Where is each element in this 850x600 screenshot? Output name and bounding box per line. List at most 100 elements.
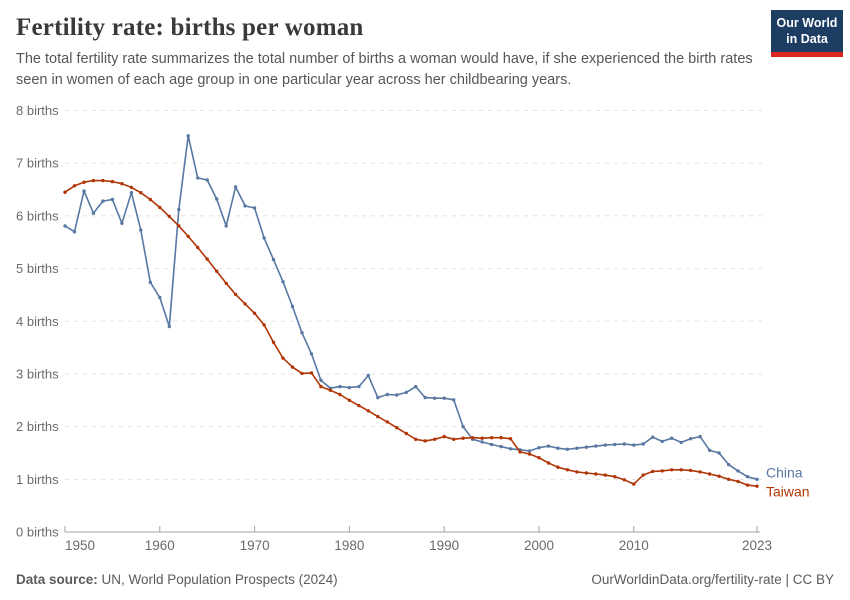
taiwan-point (148, 197, 152, 202)
china-point (167, 324, 171, 329)
x-tick-label: 1950 (65, 538, 95, 553)
taiwan-point (726, 477, 731, 481)
data-source-text: UN, World Population Prospects (2024) (97, 572, 338, 587)
taiwan-point (82, 180, 86, 184)
china-point (556, 446, 560, 450)
taiwan-point (565, 468, 570, 472)
taiwan-point (660, 469, 664, 473)
taiwan-point (205, 257, 209, 261)
taiwan-point (252, 311, 257, 315)
china-point (271, 257, 276, 262)
taiwan-point (376, 414, 380, 419)
china-point (679, 440, 683, 445)
y-tick-label: 6 births (16, 208, 59, 223)
taiwan-point (309, 371, 314, 375)
taiwan-point (404, 431, 408, 436)
taiwan-point (186, 234, 190, 239)
china-point (82, 189, 86, 193)
china-point (196, 176, 200, 180)
taiwan-point (717, 474, 721, 478)
taiwan-point (632, 482, 636, 486)
china-point (584, 445, 589, 449)
taiwan-point (328, 388, 333, 392)
china-point (319, 378, 323, 382)
china-point (72, 230, 77, 234)
taiwan-point (167, 214, 171, 219)
y-tick-label: 5 births (16, 261, 59, 276)
taiwan-point (461, 436, 465, 440)
taiwan-point (470, 436, 475, 440)
y-tick-label: 2 births (16, 419, 59, 434)
china-point (129, 191, 134, 195)
china-point (641, 442, 645, 446)
taiwan-point (670, 468, 674, 472)
taiwan-point (281, 356, 285, 360)
taiwan-point (233, 292, 238, 297)
taiwan-point (177, 224, 181, 228)
china-point (243, 204, 247, 208)
china-point (613, 442, 617, 447)
x-tick-label: 1980 (334, 538, 364, 553)
taiwan-point (480, 436, 484, 440)
china-point (347, 385, 352, 390)
china-point (252, 206, 257, 210)
taiwan-point (527, 452, 532, 456)
china-point (376, 395, 380, 400)
china-point (508, 447, 513, 451)
china-point (233, 185, 238, 189)
china-point (120, 221, 124, 225)
china-point (205, 178, 209, 182)
taiwan-point (319, 384, 323, 389)
taiwan-point (129, 185, 134, 190)
china-point (158, 295, 162, 300)
china-point (575, 446, 579, 450)
china-point (290, 304, 295, 309)
taiwan-point (679, 468, 683, 472)
taiwan-point (546, 461, 551, 465)
china-point (281, 280, 285, 284)
taiwan-point (224, 281, 228, 285)
x-tick-label: 1990 (429, 538, 459, 553)
x-tick-label: 2023 (742, 538, 772, 553)
taiwan-point (537, 456, 541, 460)
china-point (366, 373, 370, 378)
china-point (414, 384, 418, 389)
china-point (461, 424, 465, 429)
data-source: Data source: UN, World Population Prospe… (16, 572, 338, 587)
credit-line: OurWorldinData.org/fertility-rate | CC B… (591, 572, 834, 587)
taiwan-point (423, 439, 427, 443)
taiwan-point (110, 179, 115, 184)
china-point (404, 390, 408, 395)
taiwan-point (707, 472, 712, 476)
x-tick-label: 1970 (240, 538, 270, 553)
taiwan-point (489, 436, 494, 440)
y-tick-label: 4 births (16, 314, 59, 329)
china-point (670, 436, 674, 440)
taiwan-point (499, 436, 503, 440)
china-point (660, 439, 664, 444)
chart-footer: Data source: UN, World Population Prospe… (16, 572, 834, 587)
taiwan-point (243, 302, 247, 306)
owid-logo-line2: in Data (786, 32, 828, 47)
taiwan-point (290, 365, 295, 369)
china-point (745, 475, 750, 479)
china-point (110, 197, 115, 202)
china-point (480, 440, 484, 444)
owid-logo-line1: Our World (776, 16, 838, 30)
china-point (632, 443, 636, 447)
taiwan-point (338, 392, 342, 397)
taiwan-point (603, 473, 607, 477)
taiwan-point (196, 245, 200, 250)
china-point (546, 444, 551, 448)
taiwan-point (641, 473, 645, 477)
taiwan-point (300, 371, 304, 376)
x-tick-label: 2010 (619, 538, 649, 553)
china-point (101, 199, 105, 203)
y-tick-label: 7 births (16, 156, 59, 171)
china-point (717, 451, 721, 455)
china-point (442, 396, 446, 400)
china-point (63, 224, 67, 228)
taiwan-point (158, 205, 162, 210)
taiwan-point (622, 478, 626, 482)
taiwan-point (584, 471, 589, 475)
